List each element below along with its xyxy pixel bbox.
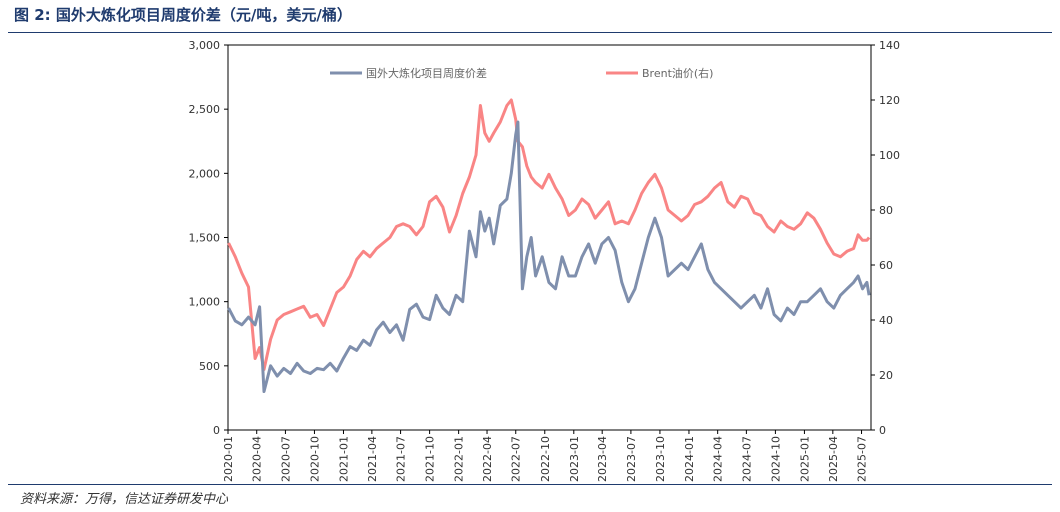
series-spread-line [227,120,871,393]
y-left-tick-label: 2,500 [189,103,221,116]
x-tick-label: 2020-07 [279,436,292,482]
chart-series [227,98,871,393]
x-tick-label: 2020-10 [308,436,321,482]
y-left-tick-label: 3,000 [189,39,221,52]
x-tick-label: 2024-10 [769,436,782,482]
y-left-tick-label: 1,000 [189,296,221,309]
x-tick-label: 2021-04 [366,436,379,482]
dual-axis-line-chart: 0 500 1,000 1,500 2,000 2,500 3,000 0 20 40 60 80 10… [189,39,901,482]
legend-label-spread: 国外大炼化项目周度价差 [366,66,487,80]
x-tick-label: 2025-01 [798,436,811,482]
x-tick-label: 2022-07 [510,436,523,482]
y-left-tick-label: 2,000 [189,167,221,180]
y-right-tick-label: 140 [879,39,900,52]
legend-label-brent: Brent油价(右) [642,66,713,80]
title-rule [8,32,1052,33]
x-tick-label: 2022-01 [453,436,466,482]
chart-axes: 0 500 1,000 1,500 2,000 2,500 3,000 0 20 40 60 80 10… [189,39,901,482]
y-right-tick-label: 40 [879,314,893,327]
x-tick-label: 2020-04 [251,436,264,482]
x-tick-label: 2021-01 [337,436,350,482]
y-left-tick-label: 500 [199,360,220,373]
x-tick-label: 2024-01 [683,436,696,482]
chart-legend: 国外大炼化项目周度价差 Brent油价(右) [330,66,713,80]
y-right-tick-label: 0 [879,424,886,437]
x-tick-label: 2021-07 [395,436,408,482]
series-brent-line [227,98,871,371]
x-tick-label: 2023-04 [596,436,609,482]
x-tick-label: 2022-10 [539,436,552,482]
y-right-tick-label: 20 [879,369,893,382]
y-right-tick-label: 100 [879,149,900,162]
x-tick-label: 2020-01 [222,436,235,482]
x-tick-label: 2025-07 [856,436,869,482]
x-tick-label: 2024-07 [740,436,753,482]
source-rule [8,484,1052,485]
y-right-tick-label: 80 [879,204,893,217]
source-note: 资料来源：万得，信达证券研发中心 [20,492,229,507]
x-tick-label: 2023-07 [625,436,638,482]
y-right-tick-label: 120 [879,94,900,107]
x-tick-label: 2023-10 [654,436,667,482]
x-tick-label: 2021-10 [424,436,437,482]
figure-title: 图 2: 国外大炼化项目周度价差（元/吨，美元/桶） [14,6,352,24]
y-right-tick-label: 60 [879,259,893,272]
x-tick-label: 2024-04 [712,436,725,482]
x-tick-label: 2025-04 [827,436,840,482]
plot-frame [227,44,872,431]
y-left-tick-label: 0 [213,424,220,437]
x-tick-label: 2023-01 [568,436,581,482]
y-left-tick-label: 1,500 [189,232,221,245]
x-tick-label: 2022-04 [481,436,494,482]
